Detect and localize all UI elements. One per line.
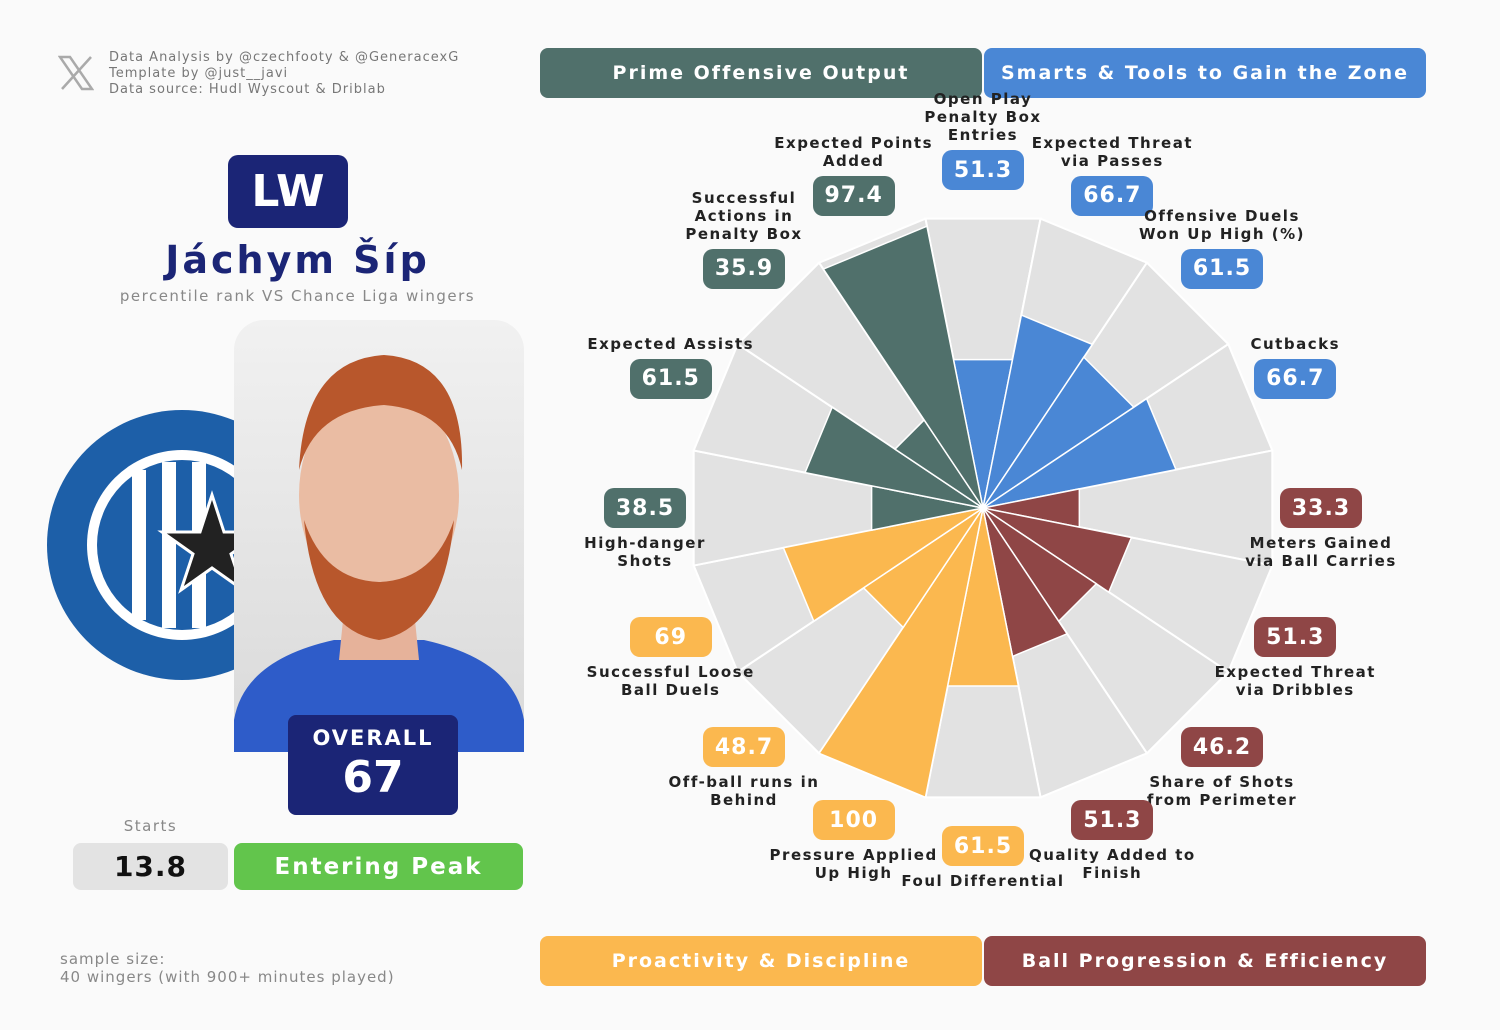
bar: [822, 225, 984, 509]
subtitle: percentile rank VS Chance Liga wingers: [119, 287, 476, 305]
player-name: Jáchym Šíp: [165, 238, 430, 282]
value-label: 46.2: [1181, 727, 1263, 767]
category-label: Quality Added to Finish: [1028, 846, 1196, 883]
value-label: 100: [812, 800, 895, 841]
value-label: 66.7: [1071, 175, 1154, 216]
category-label: Expected Assists: [587, 334, 755, 353]
credit: Data source: Hudl Wyscout & Driblab: [109, 82, 386, 97]
overall-label: OVERALL: [312, 726, 434, 750]
footer-note: sample size:: [60, 950, 166, 968]
category-label: Cutbacks: [1250, 334, 1341, 353]
value-label: 51.3: [1254, 617, 1337, 658]
category-label: Meters Gained via Ball Carries: [1245, 534, 1397, 570]
value-label: 35.9: [702, 248, 785, 289]
category-label: Pressure Applied Up High: [769, 846, 938, 883]
value-label: 66.7: [1254, 358, 1337, 399]
legend-entry: Prime Offensive Output: [540, 48, 982, 98]
value-label: 38.5: [604, 488, 686, 528]
x-logo: [58, 55, 94, 91]
credit: Template by @just__javi: [109, 66, 289, 81]
bar: [817, 507, 984, 799]
value-label: 69: [629, 617, 712, 658]
category-label: Share of Shots from Perimeter: [1146, 773, 1298, 809]
status: Entering Peak: [234, 843, 523, 890]
category-label: Open Play Penalty Box Entries: [924, 90, 1042, 144]
value-label: 61.5: [629, 358, 712, 399]
category-label: Offensive Duels Won Up High (%): [1139, 207, 1305, 243]
category-label: Off-ball runs in Behind: [668, 773, 820, 809]
category-label: Successful Loose Ball Duels: [586, 663, 755, 700]
value-label: 97.4: [812, 175, 895, 216]
category-label: Successful Actions in Penalty Box: [685, 189, 803, 243]
category-label: Expected Threat via Passes: [1031, 133, 1193, 170]
value-label: 48.7: [702, 727, 785, 767]
category-label: Expected Threat via Dribbles: [1214, 663, 1376, 700]
legend-entry: Smarts & Tools to Gain the Zone: [984, 48, 1426, 98]
category-label: Expected Points Added: [774, 133, 934, 170]
club-logo: [47, 410, 317, 680]
value-label: 33.3: [1280, 488, 1362, 528]
value-label: 61.5: [942, 826, 1024, 866]
credit: Data Analysis by @czechfooty & @Generace…: [109, 50, 460, 65]
footer-note: 40 wingers (with 900+ minutes played): [60, 968, 395, 986]
value-label: 51.3: [1071, 800, 1154, 841]
value-label: 51.3: [942, 150, 1024, 190]
legend-entry: Proactivity & Discipline: [540, 936, 982, 986]
category-label: Foul Differential: [901, 872, 1065, 890]
category-label: High-danger Shots: [584, 534, 706, 570]
starts-label: Starts: [123, 817, 178, 835]
value-label: 61.5: [1181, 248, 1263, 289]
position-badge: LW: [228, 155, 348, 228]
overall-value: 67: [342, 752, 404, 803]
legend-entry: Ball Progression & Efficiency: [984, 936, 1426, 986]
starts-value: 13.8: [73, 843, 228, 890]
overall-box: [288, 715, 458, 815]
